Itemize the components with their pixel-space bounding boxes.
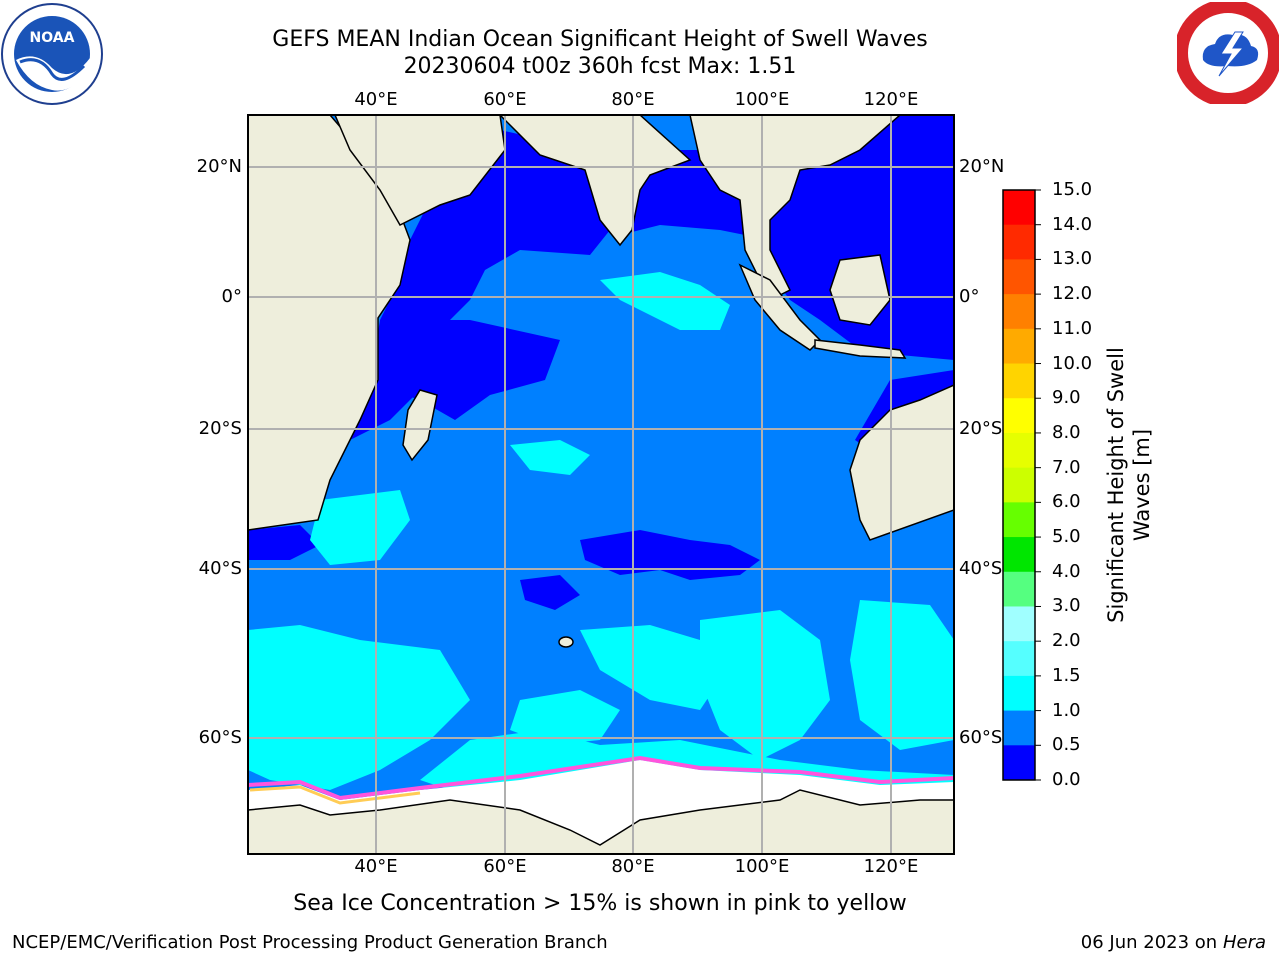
colorbar-bin: [1003, 606, 1035, 642]
noaa-logo-text: NOAA: [30, 30, 75, 46]
swell-patch-southern-1: [248, 625, 470, 790]
lat-label-0-left: 0°: [221, 286, 242, 307]
colorbar-bin: [1003, 190, 1035, 226]
colorbar-bin: [1003, 224, 1035, 260]
chart-title: GEFS MEAN Indian Ocean Significant Heigh…: [272, 27, 928, 52]
lon-label-40e-top: 40°E: [354, 89, 398, 110]
colorbar-bin: [1003, 641, 1035, 677]
colorbar-tick-label: 15.0: [1052, 179, 1093, 200]
colorbar-bin: [1003, 502, 1035, 538]
low-swell-patch-sw: [248, 525, 320, 560]
lat-label-0-right: 0°: [959, 286, 980, 307]
lat-label-20s-right: 20°S: [959, 418, 1003, 439]
gridlines: [248, 115, 954, 854]
colorbar-tick-label: 1.5: [1052, 664, 1081, 686]
colorbar-bin: [1003, 294, 1035, 330]
footer-credit: NCEP/EMC/Verification Post Processing Pr…: [12, 932, 608, 953]
lat-label-20n-left: 20°N: [196, 156, 242, 177]
colorbar-tick-label: 1.0: [1052, 699, 1081, 721]
colorbar-bin: [1003, 432, 1035, 469]
land-australia: [849, 384, 954, 541]
colorbar-bin: [1003, 467, 1035, 503]
land-borneo: [829, 254, 891, 326]
land-madagascar: [402, 389, 438, 462]
colorbar-tick-label: 14.0: [1052, 213, 1093, 235]
colorbar-tick-label: 2.0: [1052, 630, 1081, 652]
colorbar-tick-label: 13.0: [1052, 248, 1093, 270]
swell-patch-southern-4: [700, 610, 830, 760]
colorbar-tick-label: 12.0: [1052, 283, 1093, 305]
footer-date: 06 Jun 2023 on Hera: [1081, 932, 1266, 954]
low-swell-patch-central: [580, 530, 760, 580]
colorbar-tick-label: 0.5: [1052, 734, 1081, 756]
colorbar-tick-label: 8.0: [1052, 421, 1081, 443]
colorbar-tick-label: 5.0: [1052, 526, 1081, 548]
national-weather-service-logo: [1177, 2, 1279, 104]
lon-label-60e-top: 60°E: [483, 89, 527, 110]
sea-ice-edge-yellow: [249, 785, 421, 805]
colorbar-tick-label: 7.0: [1052, 456, 1081, 478]
land-arabia: [334, 115, 506, 226]
land-kerguelen: [558, 636, 574, 648]
colorbar-bin: [1003, 710, 1035, 746]
lat-label-40s-right: 40°S: [959, 558, 1003, 579]
colorbar-bin: [1003, 259, 1035, 295]
colorbar-bin: [1003, 398, 1035, 434]
lon-label-100e-bottom: 100°E: [734, 856, 790, 877]
colorbar: [1002, 189, 1041, 781]
sea-ice-edge: [248, 755, 954, 801]
lat-label-60s-left: 60°S: [198, 727, 242, 748]
noaa-logo: NOAA: [1, 3, 103, 105]
colorbar-bin: [1003, 675, 1035, 712]
colorbar-tick-label: 9.0: [1052, 387, 1081, 409]
land-java: [814, 339, 907, 359]
colorbar-title: Significant Height of Swell Waves [m]: [1104, 347, 1154, 623]
swell-patch-subtropical: [510, 440, 590, 475]
land-se-asia: [689, 115, 902, 302]
low-swell-patch-kerguelen: [520, 575, 580, 610]
lon-label-120e-bottom: 120°E: [863, 856, 919, 877]
lat-label-40s-left: 40°S: [198, 558, 242, 579]
swell-patch-southern-3: [580, 625, 720, 710]
colorbar-tick-label: 10.0: [1052, 352, 1093, 374]
map-frame: [247, 114, 955, 855]
colorbar-tick-label: 0.0: [1052, 769, 1081, 790]
lon-label-120e-top: 120°E: [863, 89, 919, 110]
chart-subtitle: 20230604 t00z 360h fcst Max: 1.51: [403, 54, 797, 79]
colorbar-bin: [1003, 328, 1035, 365]
swell-patch-southwest: [310, 490, 410, 565]
lat-label-60s-right: 60°S: [959, 727, 1003, 748]
colorbar-tick-label: 4.0: [1052, 560, 1081, 582]
lon-label-80e-bottom: 80°E: [611, 856, 655, 877]
colorbar-bin: [1003, 363, 1035, 399]
colorbar-bin: [1003, 745, 1035, 781]
land-antarctica: [248, 789, 954, 854]
colorbar-tick-label: 3.0: [1052, 595, 1081, 617]
lon-label-60e-bottom: 60°E: [483, 856, 527, 877]
colorbar-tick-label: 6.0: [1052, 491, 1081, 513]
lat-label-20s-left: 20°S: [198, 418, 242, 439]
lon-label-40e-bottom: 40°E: [354, 856, 398, 877]
lon-label-80e-top: 80°E: [611, 89, 655, 110]
colorbar-frame: [1002, 189, 1036, 781]
lat-label-20n-right: 20°N: [959, 156, 1005, 177]
colorbar-tick-label: 11.0: [1052, 317, 1093, 339]
low-swell-maritime: [760, 115, 954, 360]
colorbar-bin: [1003, 571, 1035, 607]
colorbar-bin: [1003, 537, 1035, 573]
lon-label-100e-top: 100°E: [734, 89, 790, 110]
sea-ice-note: Sea Ice Concentration > 15% is shown in …: [293, 891, 907, 916]
footer-host: Hera: [1222, 932, 1266, 953]
swell-patch-southern-5: [850, 600, 954, 750]
footer-date-text: 06 Jun 2023 on: [1080, 932, 1218, 953]
